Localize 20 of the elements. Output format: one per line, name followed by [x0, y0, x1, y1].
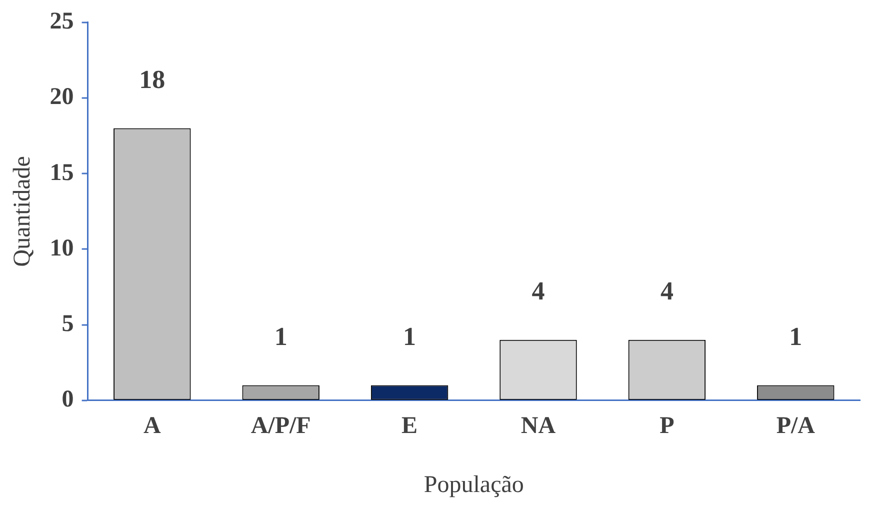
y-axis-title: Quantidade — [10, 156, 36, 267]
x-tick-label: P/A — [776, 413, 816, 440]
data-label: 4 — [660, 276, 674, 306]
x-tick-label: A/P/F — [250, 413, 311, 440]
x-tick-label: E — [402, 413, 418, 440]
data-label: 4 — [532, 276, 545, 306]
x-axis-title: População — [424, 472, 524, 498]
x-tick-label: P — [660, 413, 674, 440]
data-label: 1 — [789, 322, 802, 351]
data-label: 18 — [139, 64, 166, 94]
data-label: 1 — [403, 322, 416, 351]
y-tick-label: 20 — [50, 84, 74, 110]
y-tick-label: 25 — [50, 8, 74, 35]
x-tick-label: A — [143, 413, 162, 440]
y-tick-label: 0 — [62, 386, 74, 413]
y-tick-label: 15 — [50, 160, 74, 186]
y-tick-label: 5 — [62, 311, 74, 338]
y-tick-label: 10 — [50, 235, 74, 262]
data-label: 1 — [274, 322, 288, 351]
x-tick-label: NA — [520, 413, 556, 440]
